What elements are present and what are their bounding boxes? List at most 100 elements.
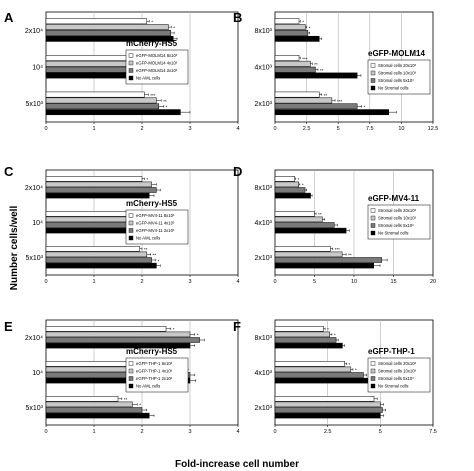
category-label: 10⁴ <box>32 65 43 72</box>
legend-entry: Stromal cells 10x10³ <box>378 216 417 221</box>
category-label: 2x10³ <box>254 405 272 412</box>
bar <box>45 181 152 188</box>
bar <box>45 103 160 110</box>
legend-entry: Stromal cells 5x10³ <box>378 78 414 83</box>
x-tick-label: 2 <box>140 279 143 285</box>
bar <box>274 97 333 104</box>
category-label: 10⁴ <box>32 370 43 377</box>
bar <box>274 257 382 263</box>
legend-swatch <box>128 361 134 366</box>
bar <box>274 176 295 182</box>
significance-marker: ** <box>348 253 352 258</box>
significance-marker: * <box>364 105 366 110</box>
category-label: 2x10³ <box>254 101 272 108</box>
category-label: 5x10³ <box>25 101 43 108</box>
x-tick-label: 7.5 <box>366 126 374 132</box>
legend-box <box>367 357 431 393</box>
legend-entry: No AML cells <box>136 384 160 389</box>
category-label: 4x10³ <box>254 370 272 377</box>
bar <box>274 211 315 217</box>
bar <box>45 326 167 332</box>
legend-swatch <box>128 213 134 218</box>
x-tick-label: 0 <box>44 279 47 285</box>
category-label: 2x10³ <box>254 255 272 262</box>
significance-marker: * <box>151 20 153 25</box>
legend-entry: eGFP-THP-1 8x10³ <box>136 361 173 366</box>
significance-marker: *** <box>302 56 308 61</box>
significance-marker: ** <box>324 93 328 98</box>
bar <box>274 187 306 193</box>
significance-marker: * <box>166 105 168 110</box>
bar <box>45 331 191 338</box>
legend-swatch <box>370 368 376 374</box>
legend-swatch <box>370 78 376 83</box>
category-label: 2x10⁴ <box>25 185 43 192</box>
legend-swatch <box>128 220 134 226</box>
legend-swatch <box>128 75 134 81</box>
x-tick-label: 5 <box>337 126 340 132</box>
x-tick-label: 20 <box>430 279 436 285</box>
legend-swatch <box>370 85 376 91</box>
legend-swatch <box>370 230 376 236</box>
bar <box>45 262 157 269</box>
legend-swatch <box>128 53 134 58</box>
legend-entry: No Stromal cells <box>378 384 408 389</box>
panel-label: B <box>233 10 242 25</box>
category-label: 10⁴ <box>32 220 43 227</box>
category-label: 4x10³ <box>254 220 272 227</box>
legend-swatch <box>128 376 134 381</box>
x-tick-label: 10 <box>398 126 404 132</box>
x-tick-label: 0 <box>44 126 47 132</box>
significance-marker: ** <box>144 247 148 252</box>
x-tick-label: 10 <box>351 279 357 285</box>
legend-entry: eGFP-MV4-11 4x10³ <box>136 221 175 226</box>
legend-swatch <box>370 208 376 213</box>
significance-marker: * <box>349 362 351 367</box>
significance-marker: * <box>173 26 175 31</box>
panels: A012342x10⁴**10⁴****5x10³******mCherry-H… <box>4 10 438 435</box>
panel-label: E <box>4 319 13 334</box>
bar <box>45 187 157 193</box>
bar <box>274 60 311 67</box>
bar <box>45 109 181 116</box>
legend-swatch <box>370 361 376 366</box>
significance-marker: * <box>302 20 304 25</box>
bar <box>274 192 311 199</box>
category-label: 4x10³ <box>254 65 272 72</box>
bar <box>274 222 335 228</box>
significance-marker: *** <box>337 99 343 104</box>
bar <box>274 337 337 343</box>
bar <box>45 396 119 402</box>
legend-entry: No Stromal cells <box>378 231 408 236</box>
bar <box>274 35 320 42</box>
x-tick-label: 12.5 <box>428 126 439 132</box>
bar <box>45 176 143 182</box>
chart-title: mCherry-HS5 <box>126 347 178 356</box>
legend-swatch <box>370 215 376 221</box>
panel-label: A <box>4 10 14 25</box>
bar <box>45 407 143 413</box>
panel-e: E012342x10⁴**10⁴***5x10³***mCherry-HS5eG… <box>4 319 240 435</box>
bar <box>274 18 300 25</box>
legend-swatch <box>128 60 134 66</box>
bar <box>45 337 200 343</box>
x-tick-label: 4 <box>236 279 239 285</box>
bar <box>274 103 358 110</box>
x-axis-label: Fold-increase cell number <box>175 459 299 470</box>
legend-swatch <box>128 68 134 73</box>
bar <box>45 30 172 36</box>
bar <box>274 331 331 338</box>
x-tick-label: 4 <box>236 429 239 435</box>
bar <box>274 412 381 419</box>
bar <box>274 30 309 36</box>
bar <box>274 227 347 234</box>
panel-label: D <box>233 164 242 179</box>
legend-entry: eGFP-THP-1 4x10³ <box>136 369 173 374</box>
bar <box>274 181 299 188</box>
category-label: 2x10⁴ <box>25 28 43 35</box>
panel-label: F <box>233 319 241 334</box>
bar <box>45 192 150 199</box>
category-label: 8x10³ <box>254 335 272 342</box>
bar <box>274 72 358 79</box>
chart-title: eGFP-THP-1 <box>368 347 415 356</box>
